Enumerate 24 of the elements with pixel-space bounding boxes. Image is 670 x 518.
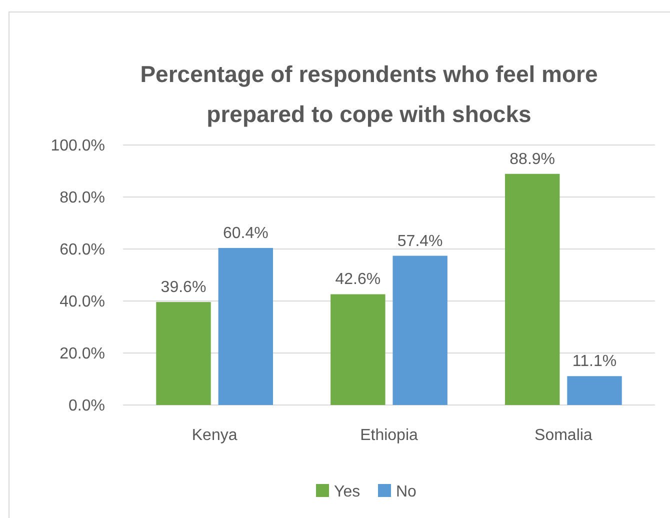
y-tick-label: 80.0% <box>60 190 105 207</box>
y-tick-label: 100.0% <box>50 138 105 155</box>
bar <box>567 376 622 405</box>
legend-label: No <box>396 484 417 501</box>
bar <box>504 174 560 405</box>
data-label: 60.4% <box>222 224 268 242</box>
y-tick-label: 0.0% <box>68 398 105 415</box>
legend-label: Yes <box>334 484 360 501</box>
chart-title: Percentage of respondents who feel more prepared to cope with shocks <box>140 61 598 127</box>
y-tick-label: 60.0% <box>60 242 105 259</box>
data-label: 39.6% <box>160 279 206 296</box>
data-label: 57.4% <box>397 232 443 250</box>
y-tick-label: 40.0% <box>60 294 105 311</box>
bar <box>218 248 274 405</box>
data-label: 42.6% <box>335 271 381 288</box>
y-tick-label: 20.0% <box>60 346 105 363</box>
bar <box>330 294 386 405</box>
data-label: 88.9% <box>510 150 556 168</box>
bar <box>156 302 211 405</box>
bar <box>392 256 448 405</box>
x-tick-label: Somalia <box>534 427 592 444</box>
x-tick-label: Ethiopia <box>360 427 418 444</box>
x-tick-label: Kenya <box>192 427 238 444</box>
data-label: 11.1% <box>572 353 617 370</box>
